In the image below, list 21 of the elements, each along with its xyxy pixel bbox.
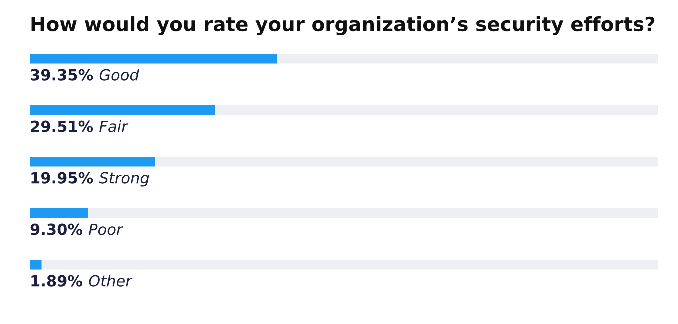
- data-label: 29.51%: [31, 120, 94, 132]
- bar: [30, 260, 42, 270]
- bar: [215, 106, 658, 116]
- y-tick-label: Good: [100, 69, 140, 81]
- y-tick-label: Other: [89, 275, 133, 287]
- bar: [30, 106, 216, 116]
- chart-title: How would you rate your organization’s security efforts?: [32, 16, 655, 36]
- bar: [42, 260, 658, 270]
- bar: [155, 157, 658, 167]
- bar: [30, 54, 278, 64]
- y-tick-label: Poor: [88, 224, 124, 236]
- bar: [30, 208, 88, 218]
- data-label: 1.89%: [32, 275, 83, 287]
- data-label: 39.35%: [31, 69, 94, 81]
- bar: [30, 157, 156, 167]
- bar: [277, 54, 658, 64]
- y-tick-label: Fair: [100, 120, 129, 132]
- data-label: 9.30%: [30, 224, 83, 236]
- data-label: 19.95%: [32, 172, 94, 184]
- y-tick-label: Strong: [99, 172, 150, 187]
- bar: [88, 208, 658, 218]
